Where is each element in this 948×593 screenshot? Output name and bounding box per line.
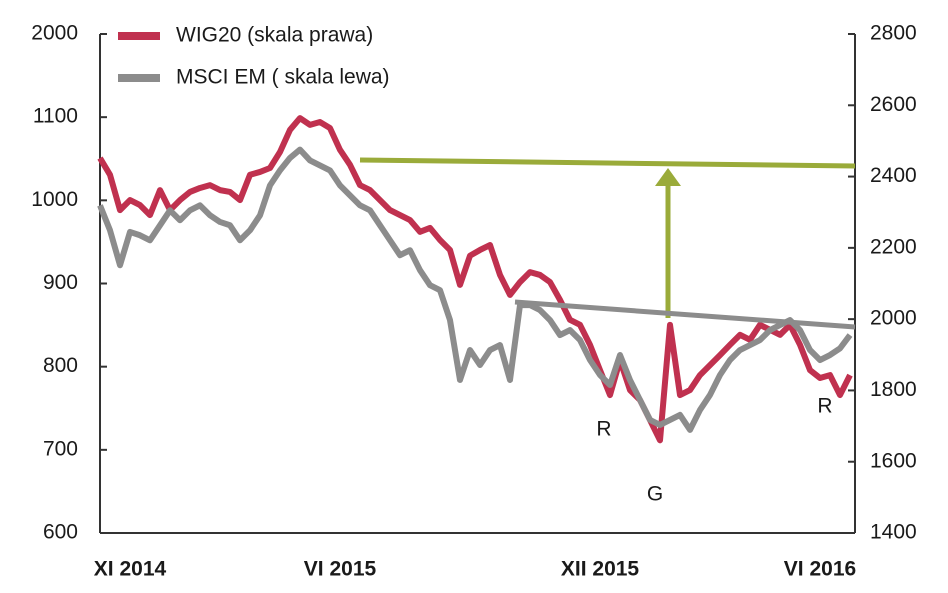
series-line — [97, 146, 853, 433]
y-tick-label: 1000 — [31, 188, 78, 211]
y-tick-label: 700 — [43, 437, 78, 460]
x-tick-label: VI 2016 — [784, 558, 856, 581]
y2-tick-label: 2000 — [870, 307, 917, 330]
y-tick-label: 2000 — [31, 22, 78, 45]
x-tick-label: XII 2015 — [561, 558, 640, 581]
y-tick-label: 900 — [43, 271, 78, 294]
y2-tick-label: 1600 — [870, 449, 917, 472]
neckline — [514, 299, 856, 330]
y2-tick-label: 1400 — [870, 521, 917, 544]
arrow-head — [655, 168, 681, 186]
y-tick-label: 800 — [43, 354, 78, 377]
annotation: G — [647, 483, 663, 506]
annotation: R — [817, 395, 832, 418]
y2-tick-label: 2800 — [870, 22, 917, 45]
y-tick-label: 1100 — [33, 105, 78, 128]
x-tick-label: VI 2015 — [304, 558, 377, 581]
legend-label: WIG20 (skala prawa) — [176, 24, 373, 47]
x-tick-label: XI 2014 — [94, 558, 167, 581]
y2-tick-label: 2200 — [870, 235, 917, 258]
series-group — [97, 115, 853, 444]
resistance-line — [359, 157, 856, 169]
y-tick-label: 600 — [43, 521, 78, 544]
legend-label: MSCI EM ( skala lewa) — [176, 66, 390, 89]
y2-tick-label: 2400 — [870, 164, 917, 187]
y2-tick-label: 2600 — [870, 93, 917, 116]
series-line — [97, 115, 853, 444]
y2-tick-label: 1800 — [870, 378, 917, 401]
annotation: R — [596, 418, 611, 441]
